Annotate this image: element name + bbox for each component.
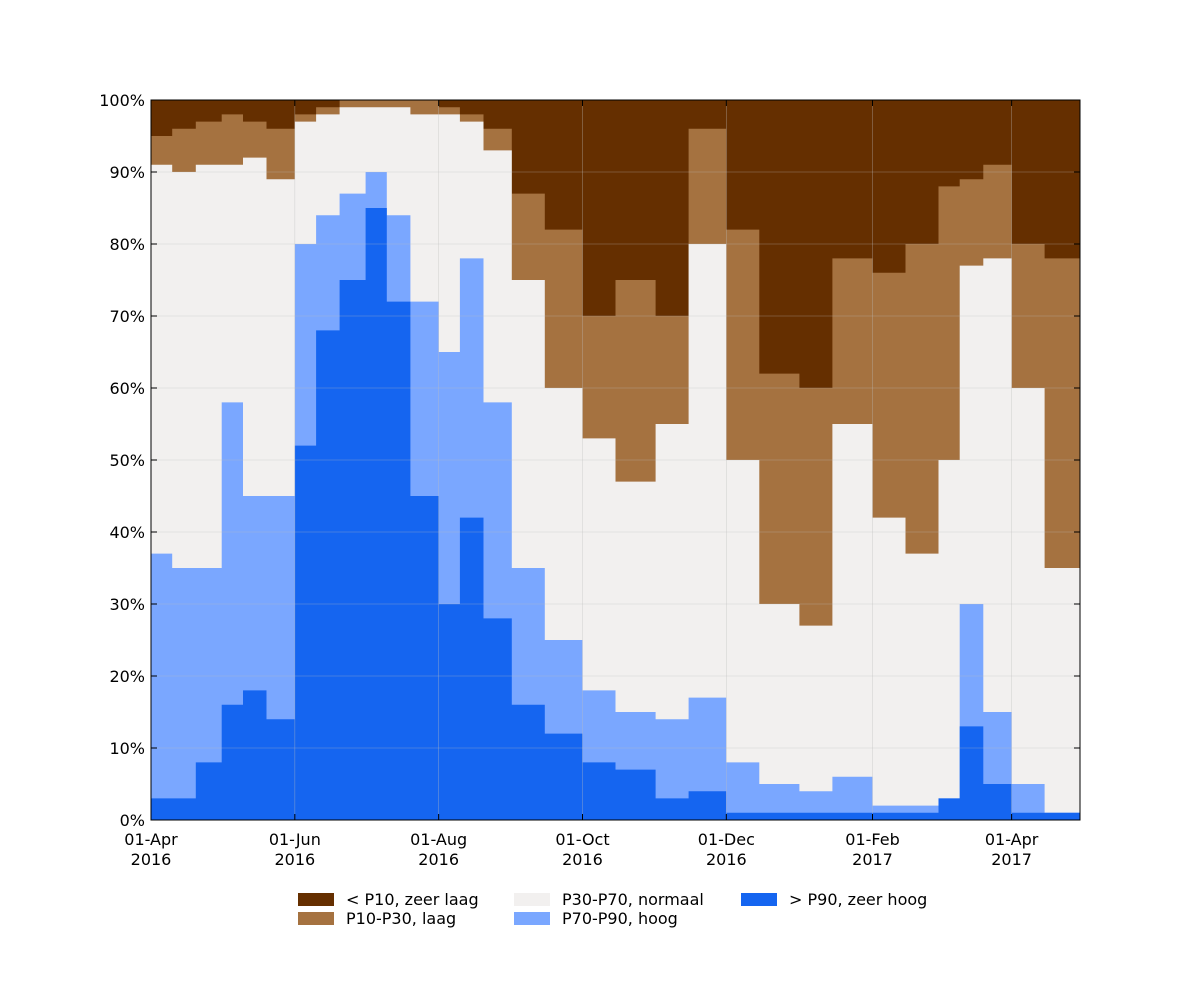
legend-swatch bbox=[514, 892, 550, 906]
legend-item-zeer-hoog: > P90, zeer hoog bbox=[741, 889, 928, 909]
y-tick-label: 40% bbox=[109, 523, 145, 542]
y-tick-label: 100% bbox=[99, 91, 145, 110]
x-tick-label: 01-Aug bbox=[410, 830, 467, 849]
legend-swatch bbox=[741, 892, 777, 906]
y-tick-label: 0% bbox=[120, 811, 145, 830]
x-tick-label-year: 2016 bbox=[274, 850, 315, 869]
y-axis: 0% 10% 20% 30% 40% 50% 60% 70% 80% 90% 100% bbox=[99, 91, 1080, 830]
x-tick-label: 01-Feb bbox=[845, 830, 899, 849]
legend-item-hoog: P70-P90, hoog bbox=[514, 908, 678, 928]
legend-swatch bbox=[298, 892, 334, 906]
legend-swatch bbox=[514, 911, 550, 925]
x-tick-label: 01-Oct bbox=[555, 830, 609, 849]
chart-areas bbox=[151, 100, 1080, 820]
x-tick-label: 01-Jun bbox=[269, 830, 321, 849]
legend-label: > P90, zeer hoog bbox=[789, 889, 928, 909]
legend-swatch bbox=[298, 911, 334, 925]
legend-item-laag: P10-P30, laag bbox=[298, 908, 457, 928]
x-tick-label-year: 2017 bbox=[991, 850, 1032, 869]
y-tick-label: 50% bbox=[109, 451, 145, 470]
x-tick-label: 01-Apr bbox=[985, 830, 1039, 849]
x-tick-label-year: 2016 bbox=[562, 850, 603, 869]
series-area-1 bbox=[151, 208, 1080, 820]
x-tick-label-year: 2016 bbox=[418, 850, 459, 869]
x-tick-label-year: 2016 bbox=[706, 850, 747, 869]
x-tick-label: 01-Apr bbox=[124, 830, 178, 849]
y-tick-label: 10% bbox=[109, 739, 145, 758]
legend-item-normaal: P30-P70, normaal bbox=[514, 889, 704, 909]
y-tick-label: 80% bbox=[109, 235, 145, 254]
legend-label: P30-P70, normaal bbox=[562, 889, 704, 909]
legend-label: P10-P30, laag bbox=[346, 908, 457, 928]
y-tick-label: 90% bbox=[109, 163, 145, 182]
y-tick-label: 60% bbox=[109, 379, 145, 398]
legend-label: < P10, zeer laag bbox=[346, 889, 479, 909]
x-tick-label: 01-Dec bbox=[698, 830, 755, 849]
y-tick-label: 20% bbox=[109, 667, 145, 686]
legend-item-zeer-laag: < P10, zeer laag bbox=[298, 889, 479, 909]
y-tick-label: 30% bbox=[109, 595, 145, 614]
legend: < P10, zeer laag P10-P30, laag P30-P70, … bbox=[298, 890, 978, 934]
x-axis: 01-Apr201601-Jun201601-Aug201601-Oct2016… bbox=[124, 100, 1039, 869]
x-tick-label-year: 2016 bbox=[131, 850, 172, 869]
y-tick-label: 70% bbox=[109, 307, 145, 326]
x-tick-label-year: 2017 bbox=[852, 850, 893, 869]
legend-label: P70-P90, hoog bbox=[562, 908, 678, 928]
